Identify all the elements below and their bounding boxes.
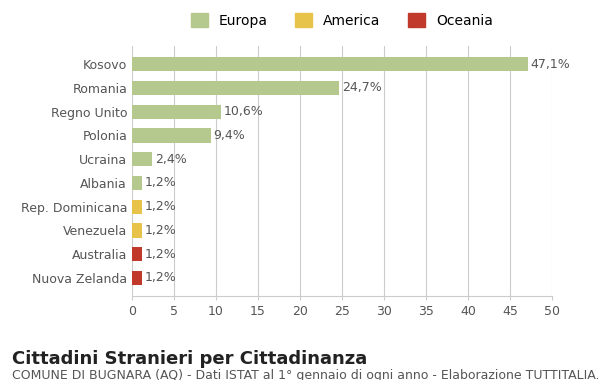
Text: 1,2%: 1,2%: [145, 248, 176, 261]
Bar: [132, 200, 142, 214]
Text: 24,7%: 24,7%: [342, 81, 382, 94]
Bar: [132, 128, 211, 142]
Text: Cittadini Stranieri per Cittadinanza: Cittadini Stranieri per Cittadinanza: [12, 350, 367, 367]
Bar: [132, 176, 142, 190]
Text: COMUNE DI BUGNARA (AQ) - Dati ISTAT al 1° gennaio di ogni anno - Elaborazione TU: COMUNE DI BUGNARA (AQ) - Dati ISTAT al 1…: [12, 369, 600, 380]
Text: 1,2%: 1,2%: [145, 200, 176, 213]
Bar: [132, 247, 142, 261]
Legend: Europa, America, Oceania: Europa, America, Oceania: [185, 7, 499, 33]
Bar: [132, 271, 142, 285]
Bar: [132, 81, 340, 95]
Bar: [132, 57, 527, 71]
Text: 47,1%: 47,1%: [530, 58, 570, 71]
Bar: [132, 105, 221, 119]
Text: 1,2%: 1,2%: [145, 224, 176, 237]
Text: 10,6%: 10,6%: [224, 105, 263, 118]
Text: 9,4%: 9,4%: [214, 129, 245, 142]
Text: 1,2%: 1,2%: [145, 176, 176, 189]
Bar: [132, 223, 142, 238]
Text: 1,2%: 1,2%: [145, 271, 176, 284]
Bar: [132, 152, 152, 166]
Text: 2,4%: 2,4%: [155, 153, 187, 166]
